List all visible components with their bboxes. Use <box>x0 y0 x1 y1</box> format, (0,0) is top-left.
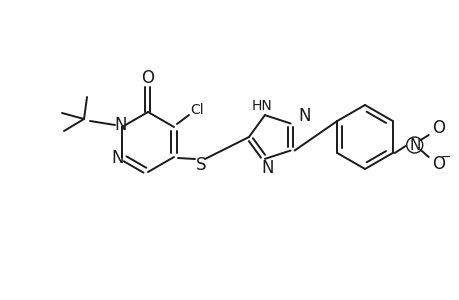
Text: Cl: Cl <box>190 103 203 117</box>
Text: N: N <box>114 116 127 134</box>
Text: HN: HN <box>251 99 272 113</box>
Text: N: N <box>261 159 274 177</box>
Text: O: O <box>431 119 444 137</box>
Text: N: N <box>408 137 420 152</box>
Text: N: N <box>112 149 124 167</box>
Text: O: O <box>141 69 154 87</box>
Text: N: N <box>298 107 310 125</box>
Text: S: S <box>196 156 206 174</box>
Text: O: O <box>431 155 444 173</box>
Text: −: − <box>440 151 450 164</box>
